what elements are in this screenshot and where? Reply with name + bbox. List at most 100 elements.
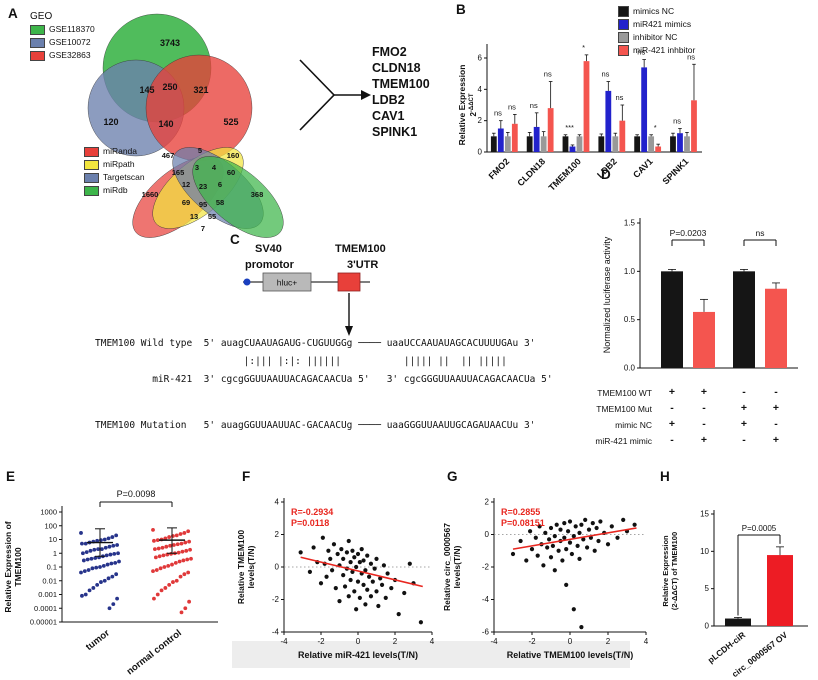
e-ytick: 1 (53, 549, 57, 558)
venn3-count: 250 (162, 82, 177, 92)
sig-label: * (582, 43, 585, 52)
legend-label: GSE10072 (49, 37, 91, 47)
table-cell-sign: + (772, 434, 780, 446)
e-ytick: 0.1 (47, 563, 57, 572)
mir421-sequence: miR-421 3' cgcgGGUUAAUUACAGACAACUa 5' 3'… (95, 374, 553, 385)
wildtype-sequence: TMEM100 Wild type 5' auagCUAAUAGAUG-CUGU… (95, 338, 536, 349)
luciferase-bar (661, 271, 683, 368)
ytick: 2 (485, 498, 490, 507)
table-row-label: mimic NC (615, 420, 652, 430)
venn4-count: 5 (198, 146, 202, 155)
table-cell-sign: + (668, 386, 676, 398)
d-ylabel: Normalized luciferase activity (602, 236, 612, 353)
xtick: 4 (430, 637, 435, 646)
legend-swatch (30, 24, 45, 35)
legend-swatch (618, 19, 629, 30)
d-ytick: 0.5 (624, 315, 636, 324)
alignment-bars: |:||| |:|: |||||| ||||| || || ||||| (95, 356, 507, 367)
b-ylabel-unit: 2-ΔΔCT (469, 93, 478, 116)
panel-label-h: H (660, 469, 670, 484)
hluc-box (262, 272, 312, 292)
xtick: -4 (280, 637, 288, 646)
panel-label-c: C (230, 232, 240, 247)
venn4-mirna: 467 5 160 1660 165 3 4 60 368 12 23 6 69 95 58 13 557 (132, 146, 284, 238)
p-value: P=0.0118 (291, 518, 329, 528)
ytick: -2 (272, 595, 280, 604)
panel-label-f: F (242, 469, 251, 484)
table-cell-sign: - (742, 434, 746, 446)
utr-box (337, 272, 361, 292)
hluc-label: hluc+ (277, 278, 298, 288)
venn4-count: 95 (199, 200, 207, 209)
sig-label: * (654, 123, 657, 132)
xtick: 0 (356, 637, 361, 646)
panel-h-overexpression: 0 5 10 15 P=0.0005 pLCDH-ciR circ_0000567 OV Re… (656, 466, 818, 680)
venn3-count: 120 (103, 117, 118, 127)
venn3-count: 321 (193, 85, 208, 95)
venn4-count: 13 (190, 212, 198, 221)
scatter-points (298, 535, 423, 625)
bar (612, 136, 619, 152)
bar (576, 136, 583, 152)
luciferase-bar (765, 288, 787, 368)
xtick: -2 (528, 637, 536, 646)
panel-e-expression-dotplot: 1000 100 10 1 0.1 0.01 0.001 0.0001 0.00001 tumor… (0, 466, 232, 680)
venn4-count: 160 (227, 151, 240, 160)
e-ytick: 0.001 (38, 590, 57, 599)
table-row-label: miR-421 mimic (595, 436, 652, 446)
sv40-label: SV40 (255, 243, 282, 255)
venn3-geo: 3743 145 250 321 120 140 525 (87, 13, 253, 162)
legend-swatch (84, 185, 99, 196)
down-arrowhead-icon (345, 326, 353, 336)
legend-item: miRdb (84, 185, 145, 196)
sig-label: ns (637, 48, 645, 57)
bar (634, 136, 641, 152)
legend-swatch (618, 6, 629, 17)
bar (648, 136, 655, 152)
ytick: 4 (275, 498, 280, 507)
bar (691, 100, 697, 152)
venn4-count: 368 (251, 190, 264, 199)
gene-item: CLDN18 (372, 61, 421, 75)
sig-label: ns (687, 52, 695, 61)
legend-label: mimics NC (633, 6, 675, 16)
legend-swatch (618, 45, 629, 56)
sig-label: ns (508, 102, 516, 111)
scatter-points (510, 517, 637, 630)
table-cell-sign: - (774, 386, 778, 398)
ylabel2: levels(T/N) (246, 545, 256, 588)
ylabel2: levels(T/N) (452, 545, 462, 588)
b-ytick: 2 (478, 116, 483, 125)
r-value: R=0.2855 (501, 507, 540, 517)
venn3-count: 525 (223, 117, 238, 127)
panel-d-luciferase-assay: 0.0 0.5 1.0 1.5 P=0.0203 ns Normalized lucifer… (588, 166, 818, 466)
xtick: 2 (393, 637, 398, 646)
table-cell-sign: + (740, 418, 748, 430)
legend-swatch (84, 159, 99, 170)
panel-label-e: E (6, 469, 16, 484)
tmem100-label: TMEM100 (335, 243, 386, 255)
e-pvalue: P=0.0098 (117, 489, 156, 499)
panel-label-d: D (601, 167, 611, 182)
sig-label: ns (494, 109, 502, 118)
line (512, 527, 637, 550)
legend-item: GSE118370 (30, 24, 95, 35)
panel-c-luciferase-construct: SV40 promotor TMEM100 3'UTR hluc+ TMEM10… (95, 228, 615, 466)
geo-legend-rows: GSE118370 GSE10072 GSE32863 (30, 24, 95, 61)
h-ylabel2: (2-ΔΔCT) of TMEM100 (670, 532, 679, 610)
panel-label-g: G (447, 469, 458, 484)
legend-item: inhibitor NC (618, 32, 695, 43)
legend-label: GSE118370 (49, 24, 95, 34)
b-ytick: 6 (478, 54, 483, 63)
gene-item: CAV1 (372, 109, 405, 123)
venn4-count: 55 (208, 212, 216, 221)
sig-label: ns (673, 117, 681, 126)
legend-swatch (30, 37, 45, 48)
bar (490, 136, 497, 152)
venn4-count: 69 (182, 198, 190, 207)
venn4-count: 23 (199, 182, 207, 191)
venn-diagrams-svg: 3743 145 250 321 120 140 525 467 5 160 1660 165 3 4 60… (87, 13, 371, 238)
bar (655, 146, 662, 152)
legend-label: inhibitor NC (633, 32, 678, 42)
